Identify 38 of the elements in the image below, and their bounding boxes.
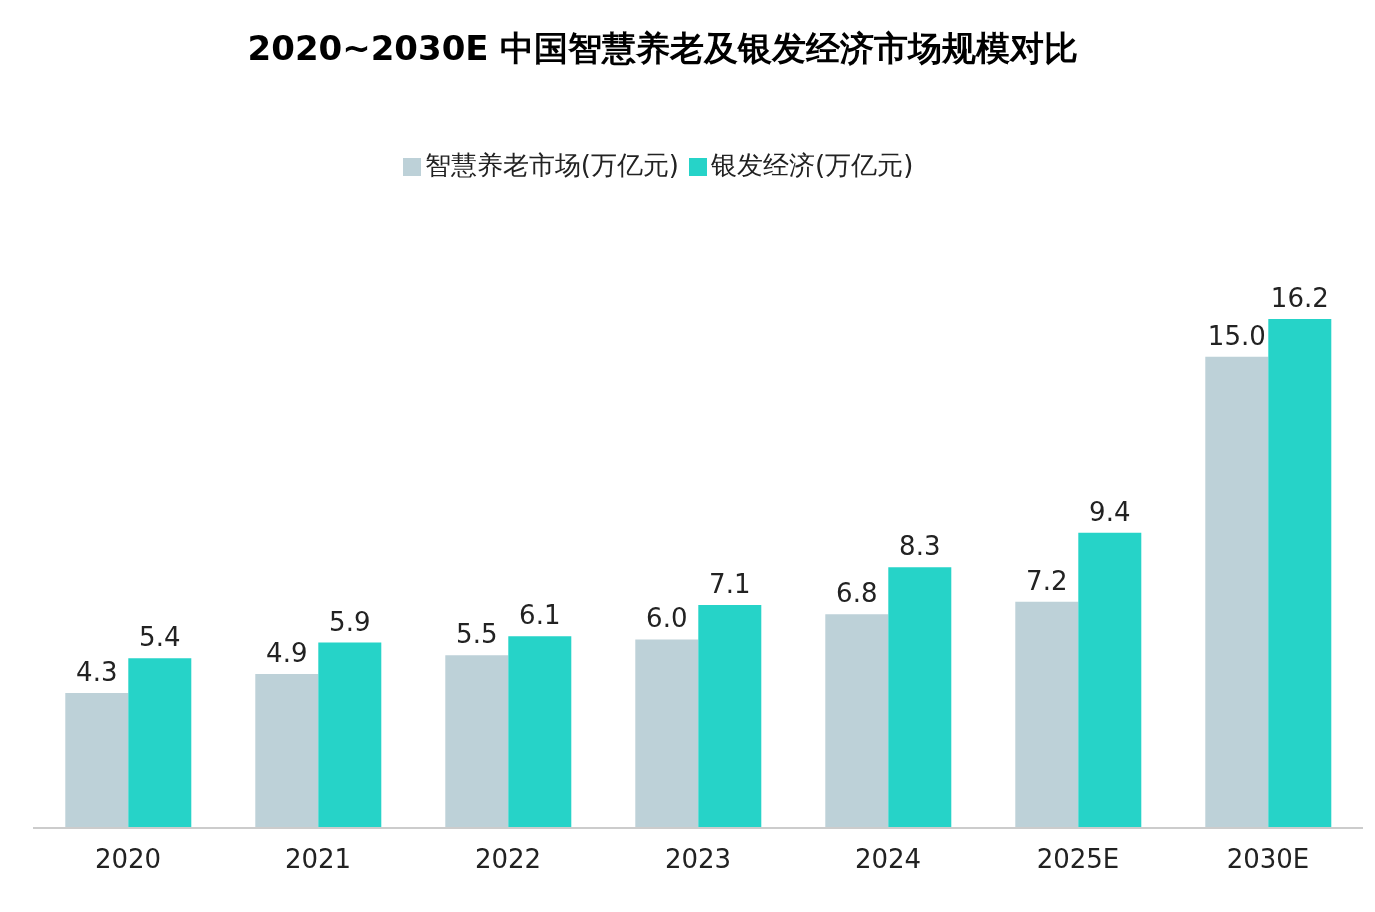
bar [698,604,762,828]
bar [445,655,509,828]
x-tick-label: 2025E [1036,844,1120,875]
x-tick-label: 2024 [854,844,922,875]
x-tick-label: 2021 [284,844,352,875]
data-label: 6.8 [836,578,878,609]
data-label: 5.4 [139,622,181,653]
data-label: 7.1 [709,568,751,599]
bar [318,642,382,828]
data-label: 15.0 [1207,320,1266,351]
bar [1268,319,1332,828]
data-label: 6.1 [519,600,561,631]
legend-label: 智慧养老市场(万亿元) [424,150,679,180]
bar [508,636,572,828]
data-label: 6.0 [646,603,688,634]
bar [1078,532,1142,828]
data-label: 4.9 [266,638,308,669]
data-label: 5.9 [329,606,371,637]
data-label: 7.2 [1026,565,1068,596]
bar [825,614,889,828]
data-label: 16.2 [1270,283,1329,313]
chart-title: 2020~2030E 中国智慧养老及银发经济市场规模对比 [246,27,1080,70]
data-label: 4.3 [76,656,118,687]
bar [128,658,192,828]
data-label: 8.3 [899,531,941,562]
data-label: 5.5 [456,619,498,650]
bar [65,692,129,828]
x-tick-label: 2023 [664,844,732,875]
legend-label: 银发经济(万亿元) [711,150,914,180]
bar [255,674,319,828]
x-tick-label: 2020 [94,844,162,875]
bar [635,639,699,828]
x-tick-label: 2030E [1226,844,1310,875]
x-tick-label: 2022 [474,844,542,875]
bar [1205,356,1269,828]
bar [888,567,952,828]
bar [1015,601,1079,828]
data-label: 9.4 [1089,496,1131,527]
